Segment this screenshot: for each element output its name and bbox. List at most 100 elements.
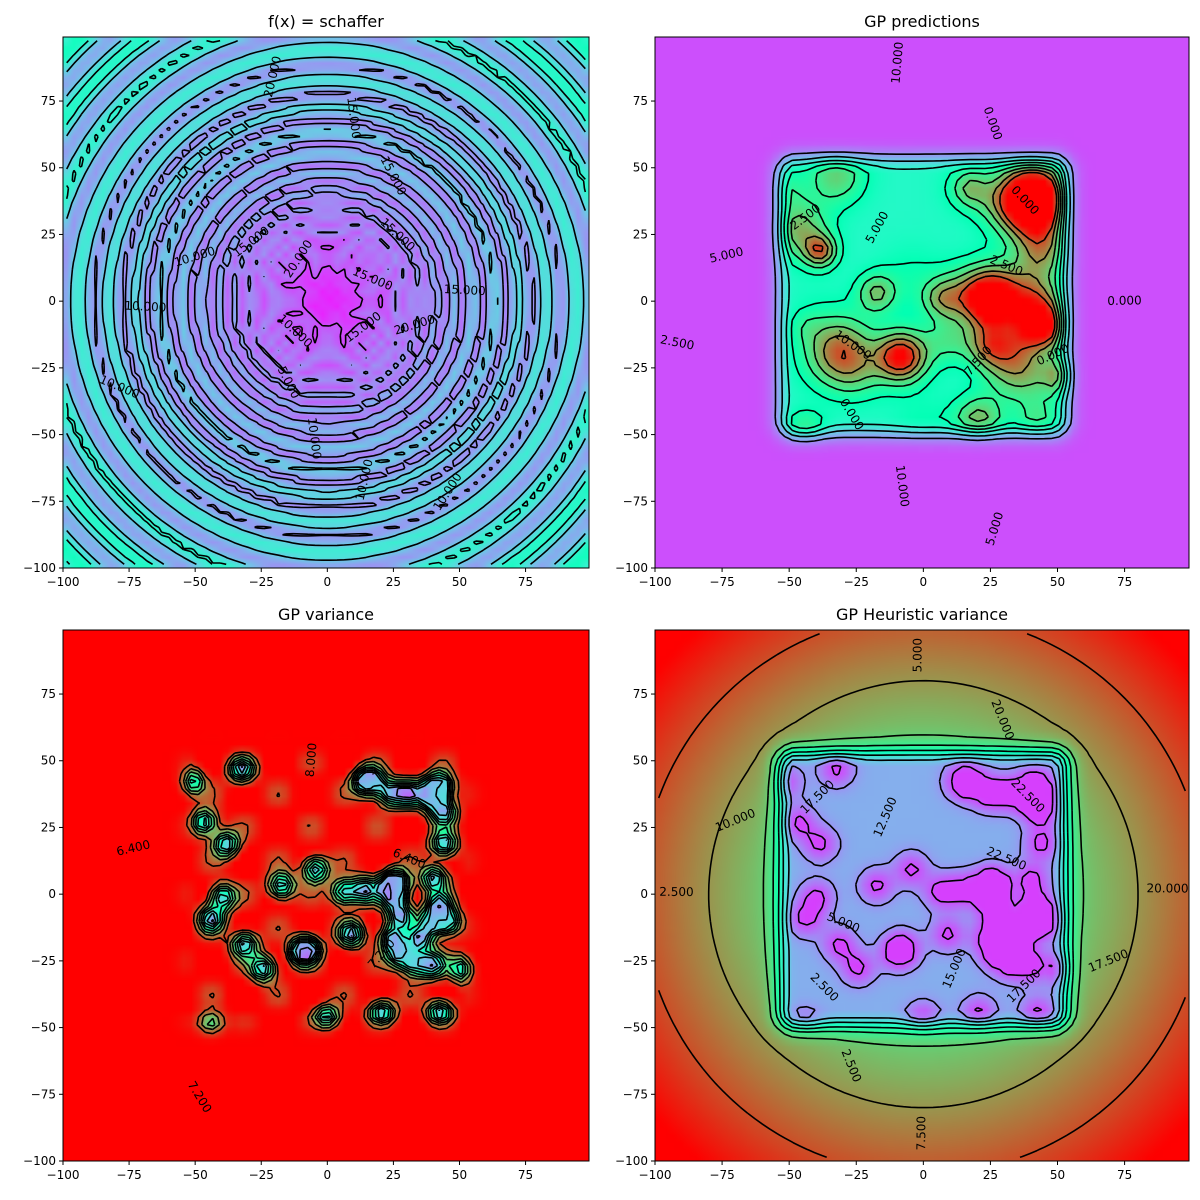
contour-label: 15.000 (344, 96, 363, 139)
x-tick-label: 0 (920, 1168, 928, 1182)
y-tick-label: 25 (633, 227, 648, 241)
y-tick-label: −25 (623, 954, 648, 968)
contour-level-9 (657, 632, 1187, 1159)
y-tick-label: −50 (623, 1021, 648, 1035)
x-tick-label: 75 (518, 575, 533, 589)
y-tick-label: −100 (23, 561, 56, 575)
chart-panel-4: 22.50022.50020.0005.00012.50017.50010.00… (615, 605, 1190, 1182)
contour-level-4 (780, 752, 1067, 1027)
contour-level-5 (783, 161, 1066, 431)
y-tick-label: 0 (640, 887, 648, 901)
y-tick-label: −100 (23, 1154, 56, 1168)
contour-level-3 (65, 39, 587, 566)
contour-level-3 (206, 763, 449, 1012)
contour-level-4 (202, 761, 456, 1020)
contour-label: 10.000 (305, 417, 324, 460)
heatmap-image (655, 630, 1189, 1161)
x-tick-label: 25 (983, 575, 998, 589)
y-tick-label: −75 (31, 494, 56, 508)
plot-frame (62, 629, 590, 1162)
contour-lines (65, 39, 587, 566)
x-tick-label: −50 (777, 1168, 802, 1182)
contour-lines (657, 632, 1187, 1159)
y-tick-label: −100 (615, 561, 648, 575)
x-tick-label: 50 (452, 1168, 467, 1182)
y-tick-label: −50 (31, 1021, 56, 1035)
contour-level-4 (65, 39, 587, 566)
contour-level-6 (187, 758, 466, 1024)
contour-level-7 (790, 166, 1062, 423)
contour-label: 2.500 (659, 885, 693, 899)
contour-level-5 (777, 749, 1071, 1031)
y-tick-label: 25 (41, 820, 56, 834)
y-tick-label: −50 (31, 428, 56, 442)
x-tick-label: −50 (777, 575, 802, 589)
x-tick-label: 75 (1117, 575, 1132, 589)
y-tick-label: 0 (640, 294, 648, 308)
x-tick-label: −50 (182, 575, 207, 589)
y-tick-label: 75 (633, 94, 648, 108)
y-tick-label: −25 (31, 361, 56, 375)
contour-level-9 (812, 171, 1058, 371)
contour-label: 20.000 (1147, 881, 1189, 895)
contour-label: 5.000 (910, 638, 924, 672)
y-tick-label: 50 (41, 161, 56, 175)
x-tick-label: 50 (1050, 1168, 1065, 1182)
x-tick-label: 25 (983, 1168, 998, 1182)
plot-frame (654, 629, 1190, 1162)
contour-level-5 (189, 759, 464, 1021)
x-tick-label: −100 (47, 575, 80, 589)
x-tick-label: 25 (386, 575, 401, 589)
contour-level-2 (787, 759, 1061, 1020)
y-tick-label: −100 (615, 1154, 648, 1168)
contour-level-3 (777, 155, 1072, 438)
chart-panel-1: 15.00015.00015.00015.00020.00020.00015.0… (23, 12, 590, 589)
y-tick-label: 0 (48, 294, 56, 308)
chart-title: GP Heuristic variance (836, 605, 1008, 624)
x-tick-label: 0 (324, 1168, 332, 1182)
contour-level-6 (772, 744, 1075, 1036)
contour-level-7 (762, 734, 1085, 1047)
plot-frame (654, 36, 1190, 569)
contour-label: 7.500 (914, 1116, 928, 1150)
x-tick-label: −75 (116, 575, 141, 589)
chart-title: f(x) = schaffer (268, 12, 384, 31)
contour-level-2 (210, 765, 442, 967)
x-tick-label: −25 (249, 575, 274, 589)
chart-title: GP variance (278, 605, 374, 624)
x-tick-label: 50 (452, 575, 467, 589)
contour-level-2 (771, 151, 1075, 443)
x-tick-label: 75 (518, 1168, 533, 1182)
x-tick-label: 0 (920, 575, 928, 589)
x-tick-label: −25 (844, 575, 869, 589)
heatmap-image (63, 37, 589, 568)
contour-level-9 (178, 751, 475, 1035)
contour-label: 0.000 (1107, 293, 1142, 308)
y-tick-label: −25 (31, 954, 56, 968)
y-tick-label: 75 (41, 687, 56, 701)
y-tick-label: −75 (623, 494, 648, 508)
heatmap-image (655, 37, 1189, 568)
x-tick-label: 75 (1117, 1168, 1132, 1182)
plot-frame (62, 36, 590, 569)
x-tick-label: 50 (1050, 575, 1065, 589)
contour-label: 10.000 (893, 464, 912, 507)
y-tick-label: 25 (41, 227, 56, 241)
y-tick-label: 75 (41, 94, 56, 108)
y-tick-label: 50 (633, 754, 648, 768)
contour-level-7 (184, 755, 469, 1027)
x-tick-label: −50 (182, 1168, 207, 1182)
y-tick-label: −75 (31, 1087, 56, 1101)
x-tick-label: −100 (47, 1168, 80, 1182)
y-tick-label: 0 (48, 887, 56, 901)
y-tick-label: 50 (41, 754, 56, 768)
y-tick-label: 75 (633, 687, 648, 701)
contour-label: 8.000 (303, 742, 320, 777)
contour-lines (178, 751, 475, 1035)
contour-level-8 (804, 169, 1060, 376)
contour-level-8 (182, 753, 472, 1031)
contour-level-6 (786, 164, 1064, 428)
x-tick-label: −100 (639, 1168, 672, 1182)
